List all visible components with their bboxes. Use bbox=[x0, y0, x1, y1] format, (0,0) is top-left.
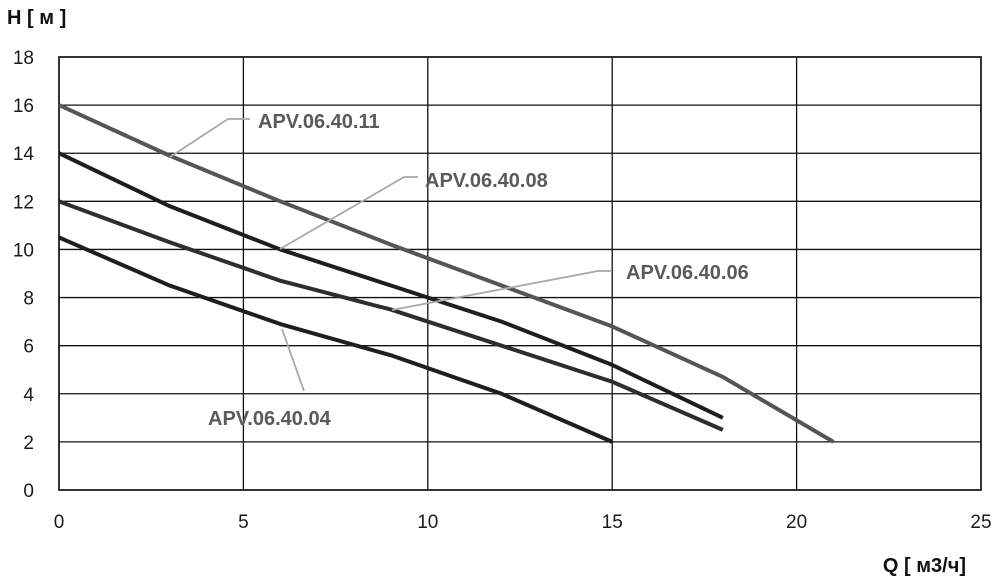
series-line-4 bbox=[58, 235, 613, 444]
y-tick-label: 6 bbox=[23, 337, 34, 358]
x-tick-label: 25 bbox=[970, 512, 991, 533]
series-lines bbox=[58, 103, 835, 444]
y-tick-label: 16 bbox=[13, 96, 34, 117]
x-tick-label: 0 bbox=[54, 512, 65, 533]
y-tick-label: 4 bbox=[23, 385, 34, 406]
series-label: APV.06.40.11 bbox=[258, 111, 380, 133]
x-tick-label: 20 bbox=[786, 512, 807, 533]
callout-leader bbox=[279, 176, 418, 250]
y-tick-label: 10 bbox=[13, 240, 34, 261]
x-tick-label: 15 bbox=[602, 512, 623, 533]
y-axis-title: H [ м ] bbox=[7, 7, 66, 29]
y-tick-label: 12 bbox=[13, 192, 34, 213]
series-label: APV.06.40.06 bbox=[626, 262, 749, 284]
series-label: APV.06.40.08 bbox=[425, 170, 548, 192]
y-tick-label: 14 bbox=[13, 144, 35, 165]
x-tick-label: 5 bbox=[238, 512, 249, 533]
series-line-3 bbox=[58, 199, 724, 432]
series-line-1 bbox=[58, 103, 835, 444]
callout-leader bbox=[391, 270, 612, 311]
grid bbox=[58, 56, 982, 491]
y-tick-label: 18 bbox=[13, 48, 34, 69]
y-tick-label: 0 bbox=[23, 481, 34, 502]
tick-labels: 0 2 4 6 8 10 12 14 16 18 0 5 10 15 20 25 bbox=[13, 48, 992, 533]
y-tick-label: 2 bbox=[23, 433, 34, 454]
series-line-2 bbox=[58, 151, 724, 420]
callout-leader bbox=[281, 328, 305, 392]
plot-area-border bbox=[58, 56, 982, 491]
callout-leader bbox=[169, 118, 250, 158]
x-axis-title: Q [ м3/ч] bbox=[883, 555, 966, 577]
series-label: APV.06.40.04 bbox=[208, 408, 332, 430]
x-tick-label: 10 bbox=[417, 512, 438, 533]
y-tick-label: 8 bbox=[23, 289, 34, 310]
callout-leaders: APV.06.40.11 APV.06.40.08 APV.06.40.06 APV.… bbox=[169, 111, 749, 430]
